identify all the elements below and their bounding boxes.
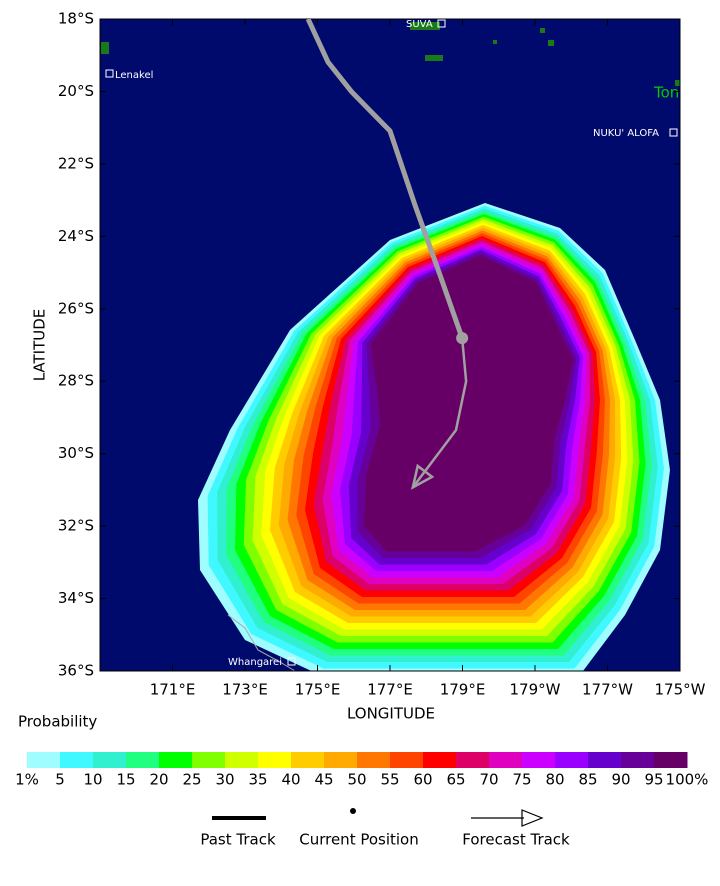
y-tick-label: 24°S: [58, 227, 94, 245]
colorbar-box: [588, 752, 622, 768]
coastline: [227, 614, 296, 672]
colorbar-box: [258, 752, 292, 768]
colorbar-box: [423, 752, 457, 768]
y-tick-label: 22°S: [58, 154, 94, 172]
y-tick-label: 26°S: [58, 299, 94, 317]
legend-item: Forecast Track: [462, 831, 570, 849]
colorbar-box: [225, 752, 259, 768]
colorbar-box: [654, 752, 688, 768]
colorbar-label: 45: [314, 771, 333, 789]
forecast-arrowhead: [411, 463, 435, 490]
place-label: Whangarei: [228, 657, 282, 668]
place-marker: [287, 657, 296, 666]
y-tick-label: 36°S: [58, 662, 94, 680]
colorbar-box: [555, 752, 589, 768]
current-position: [456, 332, 469, 345]
colorbar-label: 15: [116, 771, 135, 789]
colorbar-label: 70: [479, 771, 498, 789]
colorbar-label: 10: [83, 771, 102, 789]
colorbar-box: [522, 752, 556, 768]
colorbar-box: [621, 752, 655, 768]
colorbar-box: [357, 752, 391, 768]
colorbar-label: 5: [55, 771, 65, 789]
place-marker: [105, 69, 114, 78]
colorbar-label: 1%: [15, 771, 39, 789]
colorbar-box: [126, 752, 160, 768]
colorbar-box: [456, 752, 490, 768]
map-frame: [99, 18, 681, 672]
x-tick-label: 175°E: [295, 681, 341, 699]
x-tick-label: 179°E: [440, 681, 486, 699]
probability-swath: [198, 203, 670, 671]
colorbar-box: [390, 752, 424, 768]
colorbar-box: [60, 752, 94, 768]
colorbar-label: 35: [248, 771, 267, 789]
legend-item: Current Position: [299, 831, 419, 849]
colorbar-label: 75: [512, 771, 531, 789]
legend-arrow: [521, 809, 544, 827]
colorbar-label: 95: [644, 771, 663, 789]
place-label: SUVA: [406, 19, 433, 30]
x-tick-label: 173°E: [222, 681, 268, 699]
legend-item: Past Track: [200, 831, 276, 849]
colorbar-label: 30: [215, 771, 234, 789]
y-tick-label: 18°S: [58, 10, 94, 28]
colorbar-label: 85: [578, 771, 597, 789]
forecast-track: [411, 338, 468, 489]
colorbar-label: 55: [380, 771, 399, 789]
colorbar-box: [324, 752, 358, 768]
colorbar-label: 60: [413, 771, 432, 789]
colorbar-box: [192, 752, 226, 768]
x-tick-label: 177°E: [367, 681, 413, 699]
y-tick-label: 32°S: [58, 517, 94, 535]
land: [101, 22, 680, 86]
colorbar-box: [93, 752, 127, 768]
x-tick-label: 177°W: [582, 681, 633, 699]
colorbar-label: 50: [347, 771, 366, 789]
y-tick-label: 34°S: [58, 589, 94, 607]
legend-title: Probability: [18, 713, 97, 731]
past-track: [305, 19, 465, 339]
colorbar-label: 65: [446, 771, 465, 789]
colorbar-label: 20: [149, 771, 168, 789]
colorbar-box: [291, 752, 325, 768]
place-label: Ton: [653, 84, 679, 102]
place-label: Lenakel: [115, 70, 153, 81]
place-marker: [669, 128, 678, 137]
x-axis-title: LONGITUDE: [347, 705, 435, 723]
place-marker: [437, 19, 446, 28]
y-tick-label: 20°S: [58, 82, 94, 100]
y-tick-label: 28°S: [58, 372, 94, 390]
colorbar-label: 80: [545, 771, 564, 789]
colorbar-label: 90: [611, 771, 630, 789]
colorbar-label: 25: [182, 771, 201, 789]
colorbar-label: 40: [281, 771, 300, 789]
y-axis-title: LATITUDE: [31, 309, 49, 382]
colorbar-box: [159, 752, 193, 768]
y-tick-label: 30°S: [58, 444, 94, 462]
place-label: NUKU' ALOFA: [593, 128, 659, 139]
colorbar-label: 100%: [666, 771, 709, 789]
x-tick-label: 175°W: [655, 681, 706, 699]
colorbar-box: [489, 752, 523, 768]
x-tick-label: 179°W: [510, 681, 561, 699]
legend-current-position: [350, 808, 356, 814]
colorbar-box: [27, 752, 61, 768]
x-tick-label: 171°E: [150, 681, 196, 699]
